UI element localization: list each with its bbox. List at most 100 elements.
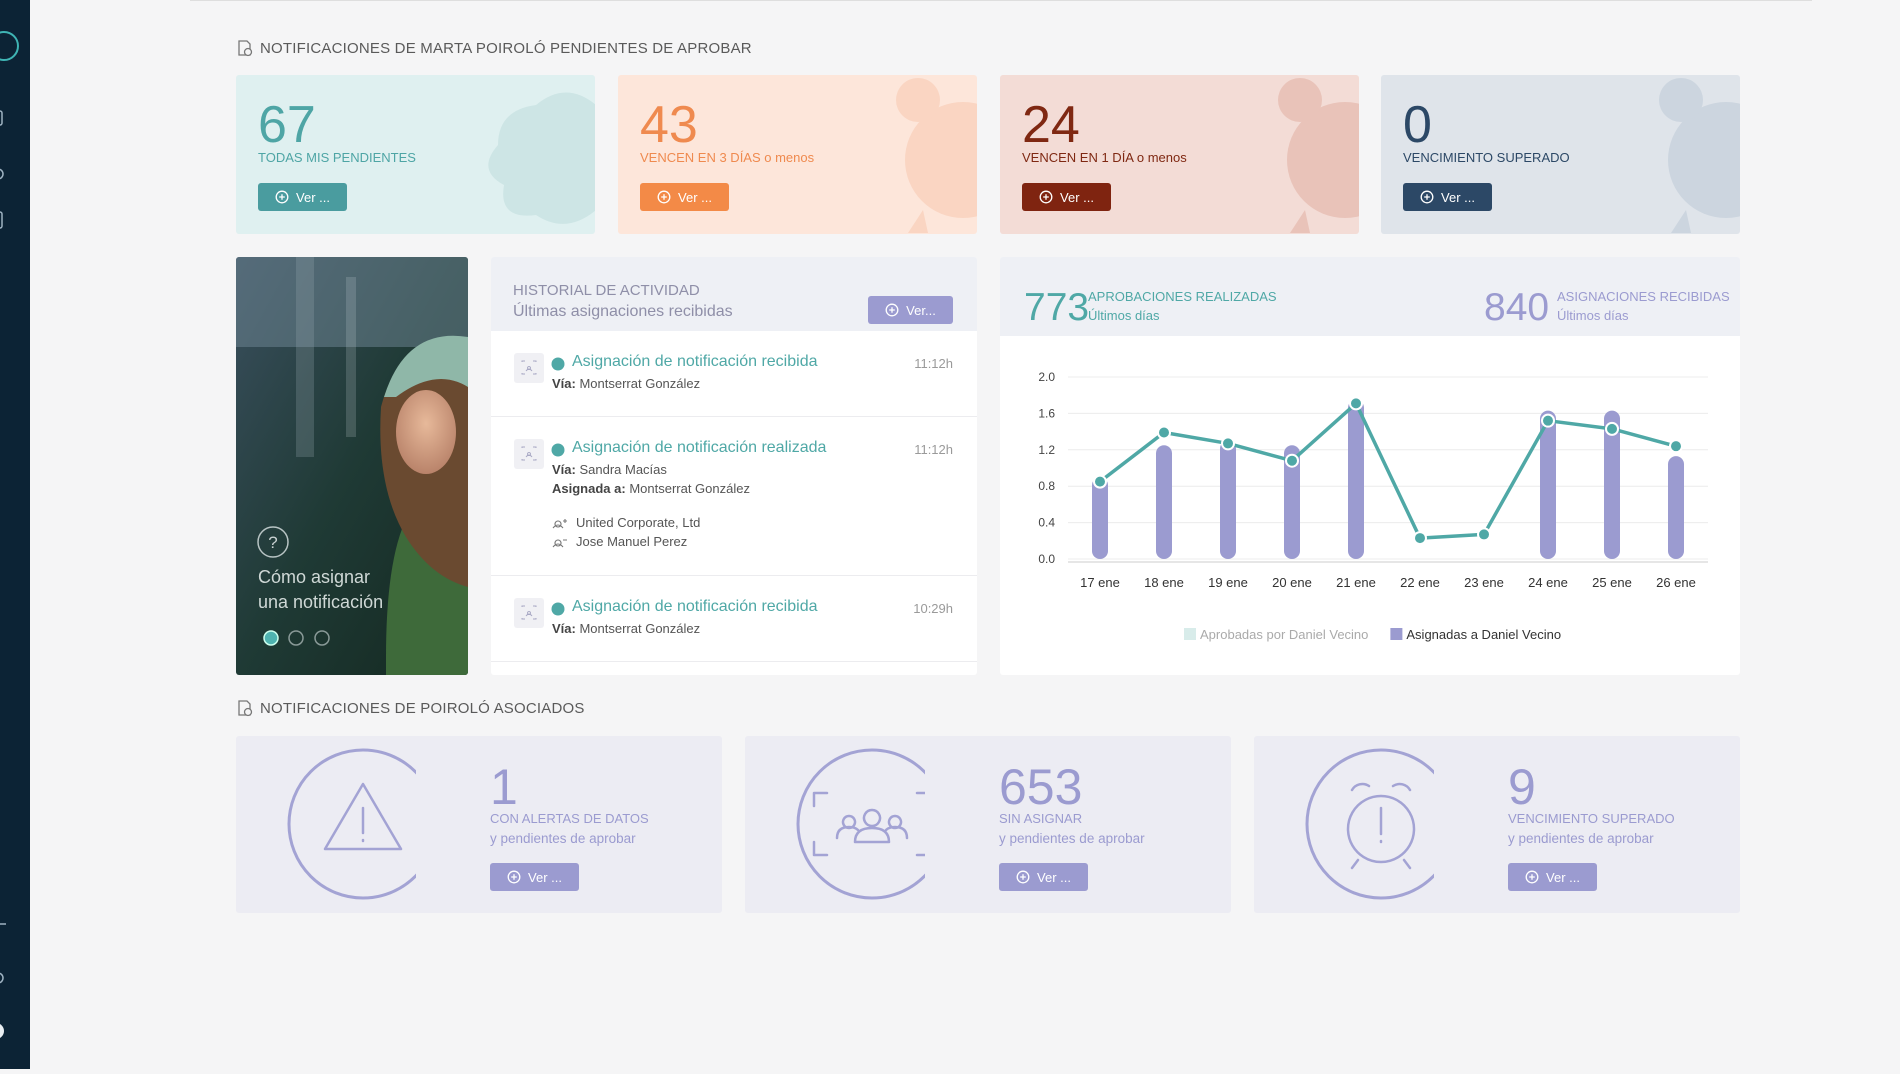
plus-icon [1420,190,1434,204]
icon-glyph [1346,782,1416,870]
button[interactable]: Ver ... [1508,863,1597,891]
help-icon: ? [268,533,277,552]
plus-icon [1016,870,1030,884]
item-detail: Vía: Montserrat González [552,376,700,391]
contact-name: Jose Manuel Perez [576,534,688,549]
activity-item[interactable]: Asignación de notificación recibida 10:29… [491,576,977,662]
bar [1284,445,1300,559]
item-detail: Asignada a: Montserrat González [552,481,750,496]
button[interactable]: Ver ... [999,863,1088,891]
x-tick-label: 25 ene [1592,575,1632,590]
detail-value: Sandra Macías [579,462,667,477]
icon-glyph [812,791,925,857]
status-dot-fill [551,443,565,457]
status-dot [551,357,565,371]
line-point [1349,396,1363,411]
associated-sub: y pendientes de aprobar [490,831,636,846]
button[interactable]: Ver... [868,296,953,324]
stat-card: 67 TODAS MIS PENDIENTES Ver ... [236,75,595,234]
plus-cross [661,194,667,200]
y-tick-label: 1.2 [1038,443,1055,457]
status-dot [551,602,565,616]
line-point [1605,421,1619,436]
line-point [1157,425,1171,440]
line-point [1541,413,1555,428]
plus-cross [511,874,517,880]
deco-leg [1671,210,1691,233]
bar [1540,410,1556,559]
section-icon [238,700,253,717]
x-tick-label: 24 ene [1528,575,1568,590]
deco-clock [905,102,977,218]
button-label: Ver ... [1060,189,1094,205]
card-icon [287,748,416,900]
item-icon [514,353,544,383]
x-tick-label: 21 ene [1336,575,1376,590]
summary-sub: Últimos días [1088,308,1160,323]
line [1098,401,1677,540]
item-time: 11:12h [914,442,953,457]
activity-panel: HISTORIAL DE ACTIVIDAD Últimas asignacio… [491,257,977,675]
stat-decoration [896,78,977,233]
legend-item: Asignadas a Daniel Vecino [1390,627,1561,642]
activity-item[interactable]: Asignación de notificación realizada 11:1… [491,417,977,576]
button[interactable]: Ver ... [1403,183,1492,211]
item-title: Asignación de notificación recibida [572,598,818,615]
button[interactable]: Ver ... [490,863,579,891]
button[interactable]: Ver ... [1022,183,1111,211]
sidebar-icons [0,31,19,1038]
item-contact: United Corporate, Ltd [552,515,700,530]
legend-label: Aprobadas por Daniel Vecino [1200,627,1368,642]
line-point [1477,527,1491,542]
item-contact: Jose Manuel Perez [552,534,687,549]
plus-cross [889,307,895,313]
section-title: NOTIFICACIONES DE MARTA POIROLÓ PENDIENT… [260,40,752,57]
deco-leg [1290,210,1310,233]
button[interactable]: Ver ... [258,183,347,211]
icon-glyph [323,782,403,851]
activity-item[interactable]: Asignación de notificación recibida 11:12… [491,331,977,417]
stat-label: VENCEN EN 3 DÍAS o menos [640,150,815,165]
stat-card: 43 VENCEN EN 3 DÍAS o menos Ver ... [618,75,977,234]
top-rule [190,0,1812,1]
stat-card: 0 VENCIMIENTO SUPERADO Ver ... [1381,75,1740,234]
plus-ring [1039,190,1053,204]
y-tick-label: 0.0 [1038,552,1055,566]
card-icon [1305,748,1434,900]
plus-icon [507,870,521,884]
bar [1604,410,1620,559]
button-label: Ver... [906,302,936,318]
stat-label: TODAS MIS PENDIENTES [258,150,416,165]
plus-icon [885,303,899,317]
associated-value: 653 [999,759,1083,815]
associated-sub: y pendientes de aprobar [999,831,1145,846]
item-icon [514,598,544,628]
x-tick-label: 22 ene [1400,575,1440,590]
bar [1092,477,1108,559]
bar [1348,399,1364,559]
carousel[interactable]: ? Cómo asignar una notificación [236,257,468,675]
detail-label: Asignada a: [552,481,626,496]
detail-value: Montserrat González [579,621,701,636]
button-label: Ver ... [678,189,712,205]
section-title: NOTIFICACIONES DE POIROLÓ ASOCIADOS [260,700,585,717]
x-tick-label: 23 ene [1464,575,1504,590]
item-detail: Vía: Montserrat González [552,621,700,636]
associated-card: 9 VENCIMIENTO SUPERADO y pendientes de apr… [1254,736,1740,913]
stat-label: VENCIMIENTO SUPERADO [1403,150,1570,165]
section-icon [238,40,253,57]
associated-value: 1 [490,759,518,815]
associated-card: 1 CON ALERTAS DE DATOS y pendientes de apr… [236,736,722,913]
legend-label: Asignadas a Daniel Vecino [1406,627,1561,642]
stat-value: 67 [258,96,316,154]
plus-cross [1529,874,1535,880]
item-icon-glyph [521,360,537,375]
stat-card: 24 VENCEN EN 1 DÍA o menos Ver ... [1000,75,1359,234]
button-label: Ver ... [1037,869,1071,885]
button[interactable]: Ver ... [640,183,729,211]
item-detail: Vía: Sandra Macías [552,462,667,477]
plus-ring [1420,190,1434,204]
deco-clock [1287,102,1359,218]
